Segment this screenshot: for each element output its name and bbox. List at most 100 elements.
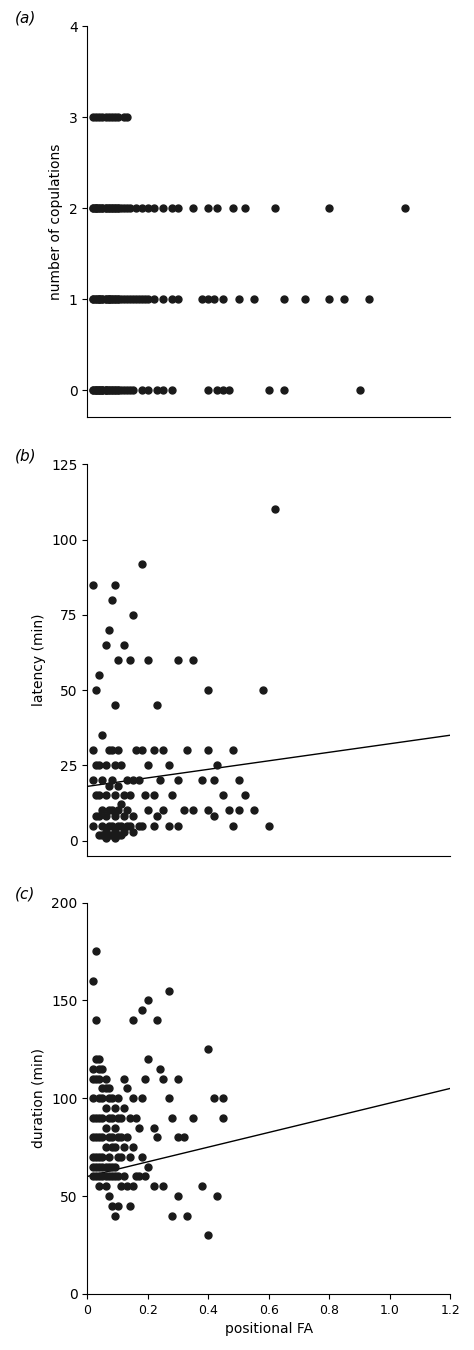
- Point: [92, 197, 100, 219]
- Point: [99, 1146, 106, 1168]
- Point: [96, 379, 103, 401]
- Point: [159, 197, 167, 219]
- Point: [92, 1068, 100, 1089]
- Point: [235, 799, 242, 821]
- Point: [111, 289, 118, 310]
- Point: [199, 289, 206, 310]
- Point: [144, 1048, 152, 1069]
- Point: [165, 814, 173, 836]
- Point: [135, 289, 143, 310]
- Point: [153, 806, 161, 828]
- Point: [111, 197, 118, 219]
- Point: [150, 740, 158, 761]
- Point: [102, 379, 109, 401]
- Point: [96, 1165, 103, 1187]
- Point: [168, 289, 176, 310]
- Point: [229, 814, 237, 836]
- Point: [123, 1176, 130, 1197]
- Point: [102, 107, 109, 128]
- Point: [120, 806, 128, 828]
- Point: [102, 806, 109, 828]
- Point: [105, 740, 112, 761]
- Point: [92, 806, 100, 828]
- Point: [199, 769, 206, 791]
- Point: [214, 755, 221, 776]
- Point: [132, 197, 139, 219]
- Point: [138, 999, 146, 1021]
- Point: [111, 1116, 118, 1138]
- Point: [99, 1077, 106, 1099]
- Point: [96, 289, 103, 310]
- Point: [159, 1068, 167, 1089]
- Point: [111, 574, 118, 595]
- Point: [108, 379, 115, 401]
- Point: [102, 197, 109, 219]
- Point: [204, 1038, 212, 1060]
- Point: [108, 769, 115, 791]
- Point: [129, 1176, 137, 1197]
- Point: [92, 289, 100, 310]
- Point: [204, 679, 212, 701]
- Point: [210, 769, 218, 791]
- Point: [123, 799, 130, 821]
- Point: [90, 1087, 97, 1108]
- Point: [204, 379, 212, 401]
- Point: [114, 379, 121, 401]
- Point: [99, 725, 106, 747]
- Point: [102, 379, 109, 401]
- Point: [150, 784, 158, 806]
- Point: [138, 554, 146, 575]
- Point: [153, 1010, 161, 1031]
- Point: [96, 1068, 103, 1089]
- Point: [92, 1107, 100, 1129]
- Point: [123, 1126, 130, 1147]
- Point: [117, 197, 124, 219]
- Point: [126, 1146, 134, 1168]
- Point: [114, 289, 121, 310]
- Point: [117, 1176, 124, 1197]
- Point: [168, 379, 176, 401]
- Point: [174, 1185, 182, 1207]
- Point: [92, 197, 100, 219]
- Point: [90, 107, 97, 128]
- Point: [165, 980, 173, 1002]
- Point: [135, 1116, 143, 1138]
- Point: [144, 379, 152, 401]
- Point: [180, 1126, 188, 1147]
- Point: [132, 289, 139, 310]
- Point: [105, 1087, 112, 1108]
- Point: [111, 1165, 118, 1187]
- Point: [92, 197, 100, 219]
- Point: [210, 1087, 218, 1108]
- Point: [111, 107, 118, 128]
- Point: [114, 107, 121, 128]
- Point: [159, 379, 167, 401]
- Point: [111, 1156, 118, 1177]
- Point: [114, 649, 121, 671]
- Point: [174, 769, 182, 791]
- Point: [168, 197, 176, 219]
- Point: [301, 289, 309, 310]
- Point: [102, 1077, 109, 1099]
- Point: [105, 1107, 112, 1129]
- Point: [108, 107, 115, 128]
- Point: [111, 289, 118, 310]
- Point: [117, 814, 124, 836]
- Point: [401, 197, 409, 219]
- Point: [90, 1126, 97, 1147]
- Point: [105, 289, 112, 310]
- Point: [120, 197, 128, 219]
- Point: [102, 784, 109, 806]
- Point: [226, 379, 233, 401]
- Point: [126, 814, 134, 836]
- Point: [117, 1107, 124, 1129]
- Point: [250, 799, 257, 821]
- Point: [138, 740, 146, 761]
- Point: [102, 1176, 109, 1197]
- Point: [108, 197, 115, 219]
- Point: [102, 1137, 109, 1158]
- Point: [117, 824, 124, 845]
- Point: [150, 814, 158, 836]
- Point: [90, 1068, 97, 1089]
- Point: [96, 107, 103, 128]
